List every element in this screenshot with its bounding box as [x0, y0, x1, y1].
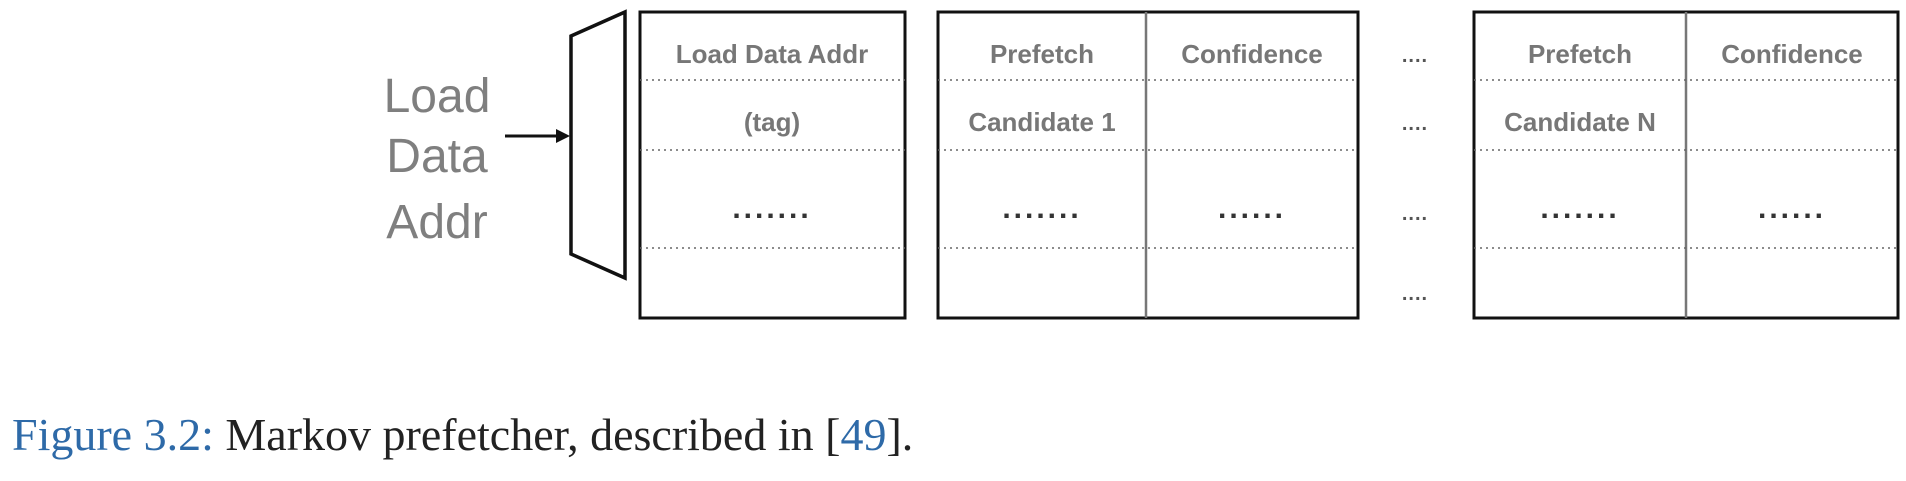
candidate-n-table: Prefetch Candidate N Confidence ....... … — [1472, 10, 1900, 320]
input-label-line2: Data — [386, 130, 488, 183]
candidate-1-prefetch-line2: Candidate 1 — [968, 107, 1115, 137]
gap-dots-row4: .... — [1402, 283, 1428, 305]
tag-table: Load Data Addr (tag) ....... — [638, 10, 907, 320]
markov-prefetcher-diagram: Load Data Addr Load Data Addr (tag) ....… — [384, 9, 1900, 320]
gap-dots-column: .... .... .... .... — [1402, 45, 1428, 305]
figure-label: Figure 3.2: — [12, 409, 214, 460]
caption-end: ]. — [886, 409, 914, 460]
candidate-n-prefetch-line2: Candidate N — [1504, 107, 1656, 137]
citation-link[interactable]: 49 — [840, 409, 887, 460]
tag-header-line2: (tag) — [744, 107, 800, 137]
candidate-1-prefetch-line1: Prefetch — [990, 39, 1094, 69]
candidate-1-confidence: Confidence — [1181, 39, 1323, 69]
tag-header-line1: Load Data Addr — [676, 39, 869, 69]
candidate-1-confidence-ellipsis: ...... — [1218, 192, 1286, 225]
gap-dots-row2: .... — [1402, 113, 1428, 135]
candidate-1-table: Prefetch Candidate 1 Confidence ....... … — [936, 10, 1360, 320]
gap-dots-row1: .... — [1402, 45, 1428, 67]
caption-text: Markov prefetcher, described in [ — [213, 409, 841, 460]
tag-row-ellipsis: ....... — [732, 192, 811, 225]
input-label-line3: Addr — [386, 196, 487, 249]
gap-dots-row3: .... — [1402, 203, 1428, 225]
candidate-n-prefetch-line1: Prefetch — [1528, 39, 1632, 69]
figure-caption: Figure 3.2: Markov prefetcher, described… — [12, 408, 913, 461]
input-arrow — [505, 129, 570, 143]
candidate-n-confidence-ellipsis: ...... — [1758, 192, 1826, 225]
hash-decoder-shape — [569, 9, 627, 281]
candidate-n-confidence: Confidence — [1721, 39, 1863, 69]
input-label-line1: Load — [384, 70, 491, 123]
candidate-n-prefetch-ellipsis: ....... — [1540, 192, 1619, 225]
candidate-1-prefetch-ellipsis: ....... — [1002, 192, 1081, 225]
